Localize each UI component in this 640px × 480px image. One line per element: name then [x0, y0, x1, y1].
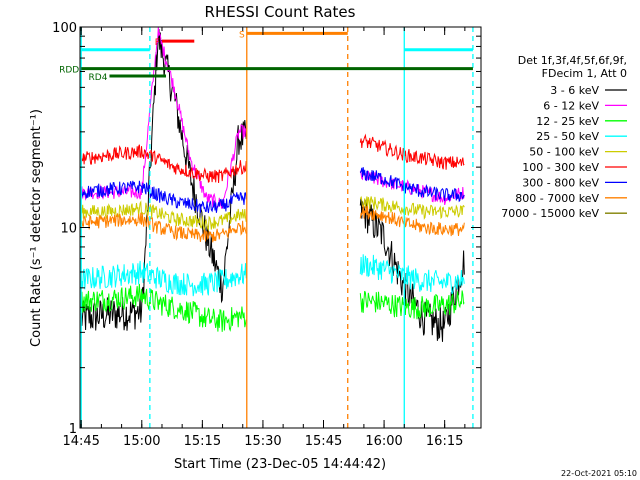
legend-entry-label: 800 - 7000 keV	[515, 192, 599, 205]
x-tick-label: 14:45	[62, 434, 99, 449]
x-tick-label: 16:00	[365, 434, 402, 449]
x-axis-label: Start Time (23-Dec-05 14:44:42)	[174, 457, 386, 472]
x-tick-label: 15:15	[184, 434, 221, 449]
legend-entry-label: 12 - 25 keV	[536, 115, 599, 128]
series-line-100-300-kev	[80, 133, 465, 184]
series-line-800-7000-kev	[80, 205, 465, 243]
y-tick-label: 10	[60, 222, 77, 237]
legend-entry-label: 25 - 50 keV	[536, 130, 599, 143]
annotation-label-rdd: RDD	[59, 66, 79, 76]
legend-entry-label: 300 - 800 keV	[522, 176, 599, 189]
series-line-25-50-kev	[80, 254, 465, 297]
series-line-50-100-kev	[80, 195, 465, 232]
series-line-12-25-kev	[80, 283, 465, 332]
y-tick-label: 100	[52, 21, 77, 36]
x-tick-label: 15:45	[305, 434, 342, 449]
annotations-layer: S F RDD RD4	[59, 30, 473, 83]
series-line-300-800-kev	[80, 167, 465, 214]
legend: Det 1f,3f,4f,5f,6f,9f,FDecim 1, Att 0 3 -…	[501, 54, 627, 220]
legend-entry-label: 7000 - 15000 keV	[501, 207, 599, 220]
series-line-6-12-kev	[80, 26, 465, 210]
legend-entry-label: 100 - 300 keV	[522, 161, 599, 174]
x-tick-label: 15:00	[123, 434, 160, 449]
legend-entry-label: 3 - 6 keV	[550, 84, 599, 97]
y-axis-label: Count Rate (s⁻¹ detector segment⁻¹)	[29, 109, 44, 347]
legend-entry-label: 6 - 12 keV	[543, 99, 599, 112]
chart-title: RHESSI Count Rates	[205, 3, 356, 21]
legend-header-line: FDecim 1, Att 0	[542, 67, 627, 80]
annotation-label-s: S	[239, 30, 245, 40]
legend-header-line: Det 1f,3f,4f,5f,6f,9f,	[518, 54, 627, 67]
x-tick-label: 16:15	[426, 434, 463, 449]
annotation-label-rd4: RD4	[89, 73, 108, 83]
series-layer	[80, 26, 465, 342]
date-stamp: 22-Oct-2021 05:10	[561, 469, 637, 478]
legend-entry-label: 50 - 100 keV	[529, 146, 599, 159]
axes-layer: 14:45 15:00 15:15 15:30 15:45 16:00 16:15 1 10 10…	[52, 21, 481, 449]
annotation-label-f: F	[155, 38, 160, 48]
y-tick-label: 1	[69, 422, 77, 437]
x-tick-label: 15:30	[244, 434, 281, 449]
